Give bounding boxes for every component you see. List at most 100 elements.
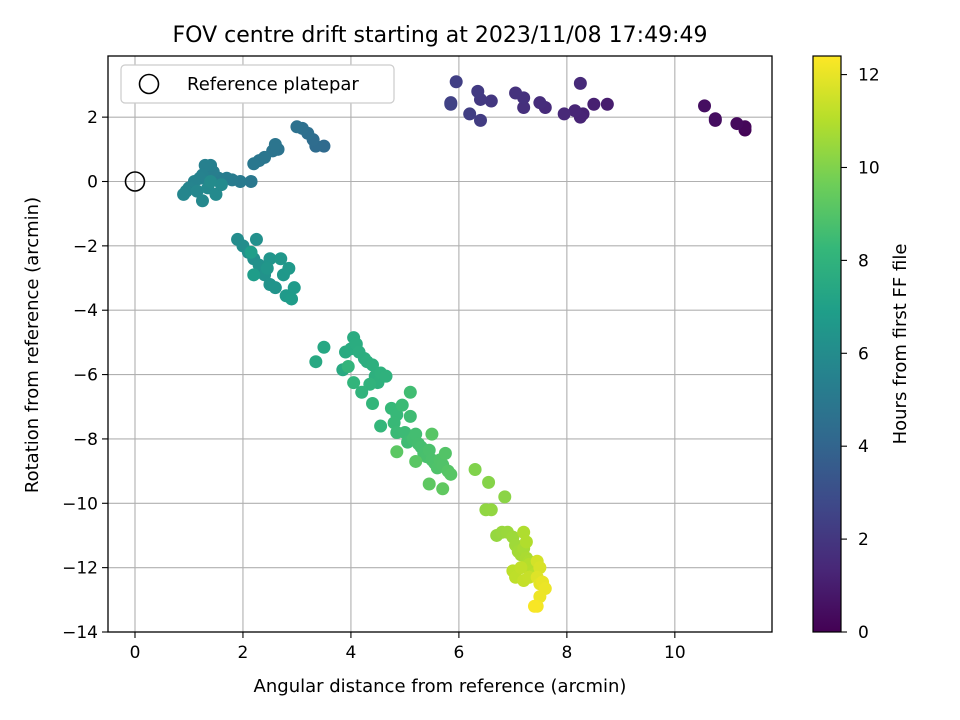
scatter-point [355, 385, 369, 399]
legend: Reference platepar [120, 64, 395, 104]
colorbar-gradient [812, 55, 842, 633]
scatter-point [274, 252, 288, 266]
scatter-point [498, 490, 512, 504]
scatter-point [482, 475, 496, 489]
scatter-point [190, 184, 204, 198]
y-tick-label: −14 [62, 623, 98, 643]
scatter-point [247, 268, 261, 282]
y-tick-label: −6 [73, 366, 98, 386]
scatter-point [425, 427, 439, 441]
scatter-point [444, 97, 458, 111]
scatter-point [363, 377, 377, 391]
scatter-point [519, 535, 533, 549]
scatter-point [285, 292, 299, 306]
scatter-point [730, 117, 744, 131]
scatter-point [282, 261, 296, 275]
scatter-point [514, 561, 528, 575]
reference-platepar-marker [124, 171, 146, 192]
x-tick-label: 6 [453, 643, 464, 663]
scatter-point [290, 120, 304, 134]
y-tick-label: −4 [73, 301, 98, 321]
y-tick-label: −12 [62, 559, 98, 579]
scatter-point [395, 398, 409, 412]
scatter-point [463, 107, 477, 121]
colorbar-tick-label: 2 [858, 530, 869, 550]
scatter-point [468, 462, 482, 476]
y-tick-label: 0 [87, 172, 98, 192]
scatter-point [708, 112, 722, 126]
y-tick-label: −2 [73, 237, 98, 257]
scatter-point [268, 281, 282, 295]
scatter-point [444, 467, 458, 481]
scatter-point [422, 477, 436, 491]
scatter-point [347, 376, 361, 390]
colorbar: 0 2 4 6 8 10 12 Hours from first FF file [812, 55, 911, 643]
scatter-point [287, 281, 301, 295]
grid-lines [108, 56, 772, 633]
x-axis-ticks: 0 2 4 6 8 10 [130, 632, 686, 663]
scatter-point [403, 409, 417, 423]
scatter-point [244, 174, 258, 188]
scatter-point [600, 97, 614, 111]
scatter-point [366, 358, 380, 372]
scatter-point [698, 99, 712, 113]
scatter-point [247, 157, 261, 171]
scatter-point [509, 86, 523, 100]
scatter-point [484, 94, 498, 108]
scatter-point [317, 340, 331, 354]
scatter-point [436, 482, 450, 496]
colorbar-tick-label: 12 [858, 66, 880, 86]
y-tick-label: −10 [62, 494, 98, 514]
x-tick-label: 2 [238, 643, 249, 663]
legend-reference-marker [138, 73, 160, 95]
scatter-point [533, 96, 547, 110]
y-axis-label: Rotation from reference (arcmin) [22, 197, 43, 493]
scatter-point [449, 75, 463, 89]
colorbar-tick-label: 10 [858, 158, 880, 178]
scatter-point [438, 446, 452, 460]
x-tick-label: 10 [664, 643, 686, 663]
scatter-point [374, 419, 388, 433]
y-tick-label: −8 [73, 430, 98, 450]
scatter-point [568, 104, 582, 118]
scatter-point [309, 355, 323, 369]
scatter-point [473, 113, 487, 127]
scatter-point [249, 232, 263, 246]
scatter-point [209, 187, 223, 201]
colorbar-tick-label: 6 [858, 344, 869, 364]
x-tick-label: 8 [561, 643, 572, 663]
y-tick-label: 2 [87, 108, 98, 128]
legend-box [120, 64, 395, 104]
x-tick-label: 4 [346, 643, 357, 663]
scatter-point [484, 503, 498, 517]
scatter-point [177, 187, 191, 201]
scatter-point [573, 76, 587, 90]
colorbar-ticks: 0 2 4 6 8 10 12 [841, 66, 880, 643]
scatter-point [409, 454, 423, 468]
scatter-point [195, 194, 209, 208]
scatter-point [341, 360, 355, 374]
plot-frame [107, 55, 773, 633]
legend-label: Reference platepar [187, 74, 359, 95]
scatter-point [204, 174, 218, 188]
scatter-points [177, 75, 752, 613]
plot-area: 0 2 4 6 8 10 −14 −12 −10 −8 −6 −4 −2 0 2 [62, 55, 773, 663]
scatter-point [471, 84, 485, 98]
scatter-point [527, 599, 541, 613]
scatter-point [214, 178, 228, 192]
y-axis-ticks: −14 −12 −10 −8 −6 −4 −2 0 2 [62, 108, 108, 643]
colorbar-tick-label: 8 [858, 251, 869, 271]
scatter-point [366, 397, 380, 411]
scatter-point [517, 100, 531, 114]
scatter-point [390, 445, 404, 459]
scatter-point [244, 245, 258, 259]
scatter-point [557, 107, 571, 121]
scatter-point [403, 385, 417, 399]
scatter-point [260, 261, 274, 275]
colorbar-tick-label: 0 [858, 623, 869, 643]
scatter-point [268, 137, 282, 151]
x-tick-label: 0 [130, 643, 141, 663]
chart-title: FOV centre drift starting at 2023/11/08 … [173, 23, 708, 48]
x-axis-label: Angular distance from reference (arcmin) [254, 676, 627, 697]
